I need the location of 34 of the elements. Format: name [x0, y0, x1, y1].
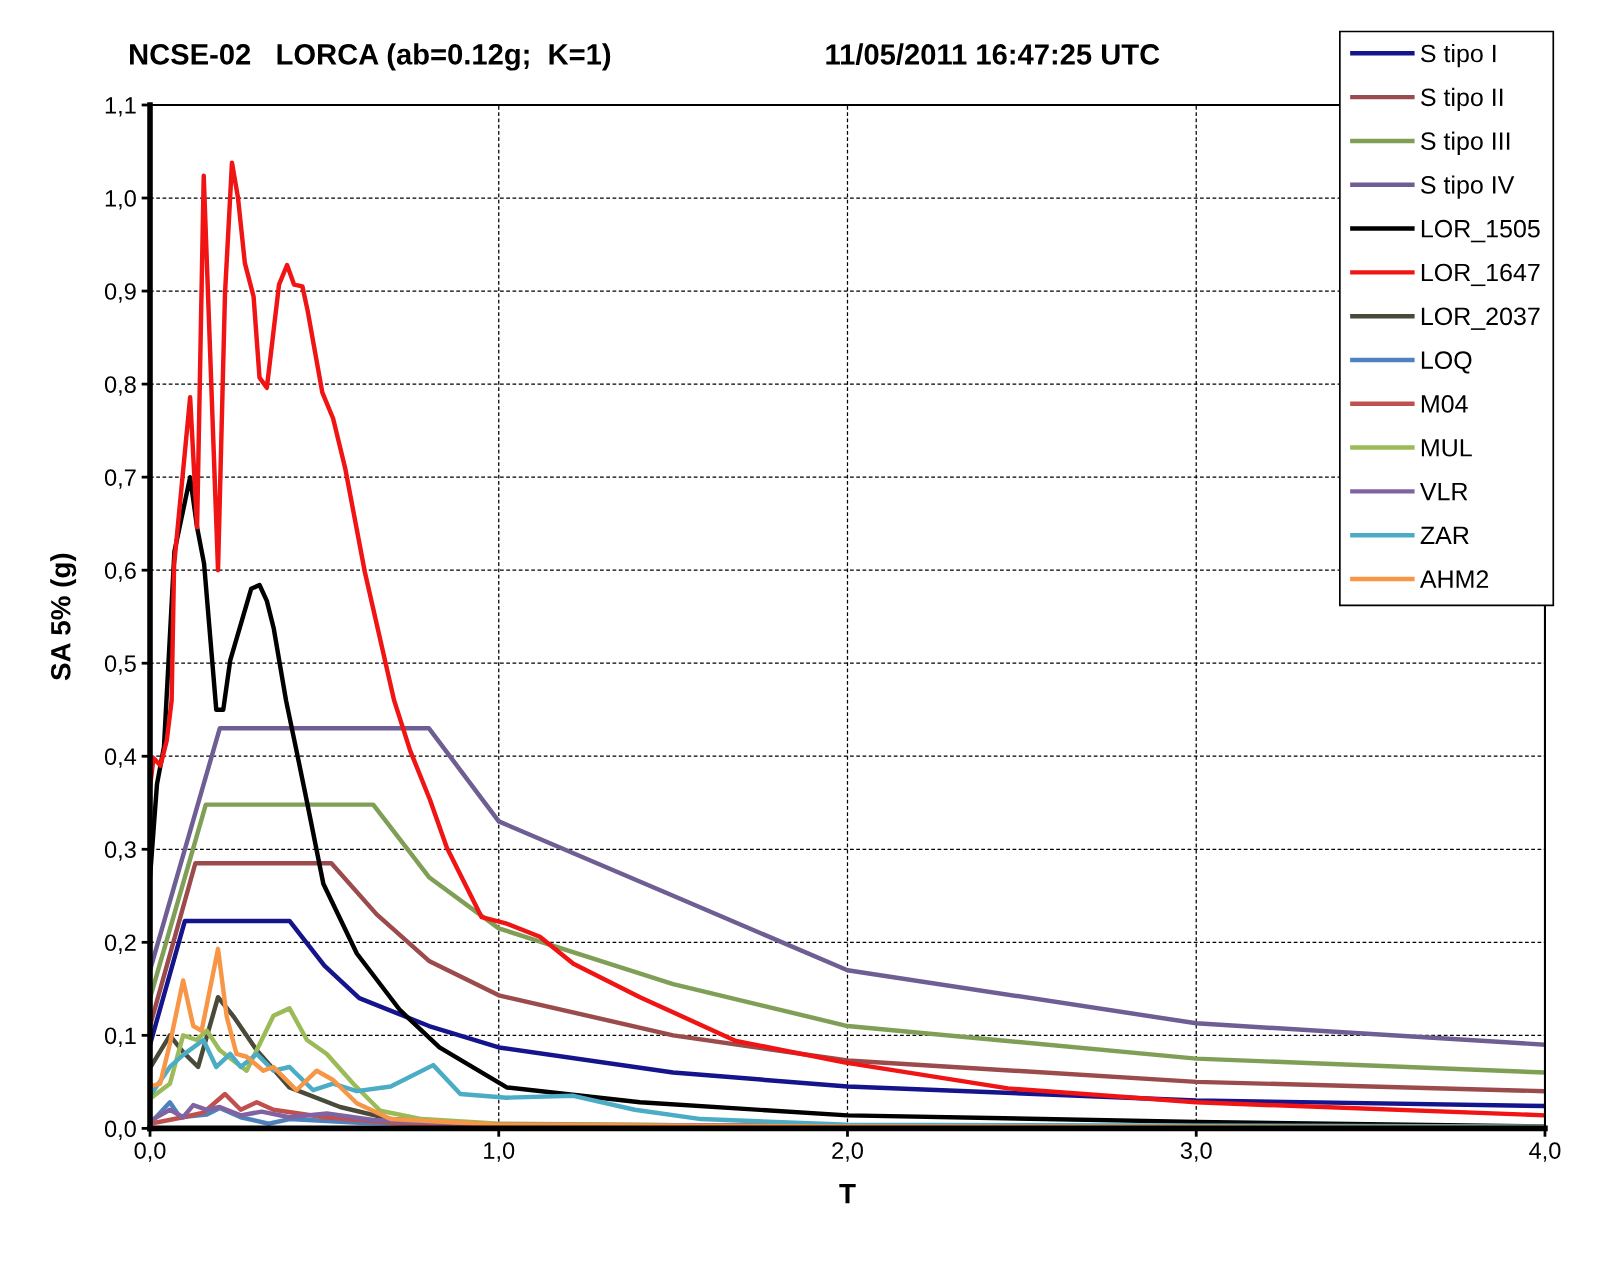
y-tick-label: 0,5 — [104, 655, 136, 675]
y-tick-label: 0,2 — [104, 934, 136, 954]
legend-label: S tipo III — [1421, 131, 1510, 155]
y-tick-label: 1,1 — [105, 97, 136, 117]
y-tick-label: 0,0 — [104, 1120, 136, 1140]
legend-label: AHM2 — [1419, 570, 1489, 588]
legend-label: M04 — [1421, 395, 1468, 413]
legend-label: S tipo IV — [1421, 175, 1515, 199]
legend-label: MUL — [1421, 439, 1472, 457]
y-tick-label: 0,3 — [104, 841, 136, 861]
chart-title: NCSE-02 LORCA (ab=0.12g; K=1) — [130, 43, 611, 71]
y-tick-label: 1,0 — [105, 190, 136, 210]
x-tick-label: 4,0 — [1529, 1142, 1561, 1162]
y-tick-label: 0,4 — [104, 748, 137, 768]
legend-label: S tipo I — [1421, 43, 1496, 68]
legend-label: LOR_1647 — [1421, 263, 1540, 287]
x-tick-label: 0,0 — [134, 1142, 166, 1162]
x-tick-label: 1,0 — [484, 1142, 515, 1162]
y-tick-label: 0,9 — [104, 283, 136, 303]
y-tick-label: 0,6 — [104, 562, 136, 582]
legend-label: LOQ — [1421, 351, 1472, 374]
y-tick-label: 0,1 — [104, 1027, 136, 1047]
x-tick-label: 3,0 — [1180, 1142, 1212, 1162]
x-axis-title: T — [839, 1184, 856, 1204]
legend-label: LOR_1505 — [1421, 219, 1540, 243]
y-tick-label: 0,7 — [104, 469, 136, 489]
legend-label: VLR — [1419, 482, 1468, 501]
y-axis-title: SA 5% (g) — [50, 553, 77, 681]
x-tick-label: 2,0 — [832, 1142, 863, 1162]
legend-label: ZAR — [1420, 526, 1469, 544]
y-tick-label: 0,8 — [104, 376, 136, 396]
chart-subtitle: 11/05/2011 16:47:25 UTC — [826, 43, 1160, 66]
legend-label: LOR_2037 — [1421, 307, 1540, 330]
legend-label: S tipo II — [1421, 87, 1503, 112]
